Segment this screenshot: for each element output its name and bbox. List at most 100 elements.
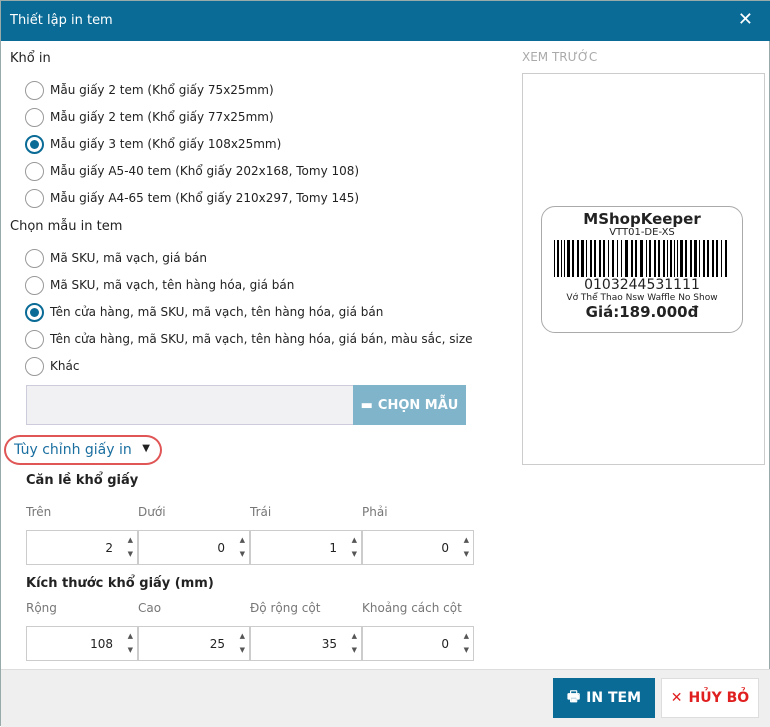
print-button[interactable]: 🖶 IN TEM bbox=[553, 678, 655, 718]
radio-button[interactable] bbox=[25, 356, 44, 376]
template-option[interactable]: Khác bbox=[25, 356, 79, 376]
increment-icon[interactable]: ▲ bbox=[239, 632, 245, 640]
radio-button[interactable] bbox=[25, 248, 44, 268]
barcode-bar bbox=[716, 240, 718, 277]
field-label: Trên bbox=[26, 505, 52, 519]
radio-button[interactable] bbox=[25, 107, 44, 127]
barcode-bar bbox=[577, 240, 579, 277]
dialog-header: Thiết lập in tem ✕ bbox=[1, 1, 770, 41]
barcode-bar bbox=[685, 240, 687, 277]
paper-option[interactable]: Mẫu giấy 2 tem (Khổ giấy 75x25mm) bbox=[25, 80, 274, 100]
decrement-icon[interactable]: ▼ bbox=[127, 550, 133, 558]
price: Giá:189.000đ bbox=[585, 303, 699, 321]
stepper-value[interactable]: 0 bbox=[441, 637, 449, 651]
barcode-bar bbox=[649, 240, 651, 277]
barcode-bar bbox=[670, 240, 672, 277]
number-stepper[interactable]: 0 ▲ ▼ bbox=[138, 530, 250, 565]
increment-icon[interactable]: ▲ bbox=[127, 536, 133, 544]
decrement-icon[interactable]: ▼ bbox=[239, 646, 245, 654]
increment-icon[interactable]: ▲ bbox=[463, 632, 469, 640]
radio-button[interactable] bbox=[25, 188, 44, 208]
radio-button[interactable] bbox=[25, 134, 44, 154]
number-stepper[interactable]: 0 ▲ ▼ bbox=[362, 530, 474, 565]
barcode-bar bbox=[667, 240, 668, 277]
close-icon: ✕ bbox=[670, 690, 683, 706]
radio-button[interactable] bbox=[25, 275, 44, 295]
decrement-icon[interactable]: ▼ bbox=[351, 646, 357, 654]
print-label: IN TEM bbox=[586, 690, 642, 706]
increment-icon[interactable]: ▲ bbox=[127, 632, 133, 640]
barcode-bar bbox=[608, 240, 609, 277]
number-stepper[interactable]: 35 ▲ ▼ bbox=[250, 626, 362, 661]
radio-button[interactable] bbox=[25, 80, 44, 100]
option-label: Mã SKU, mã vạch, giá bán bbox=[50, 251, 207, 265]
decrement-icon[interactable]: ▼ bbox=[463, 550, 469, 558]
stepper-value[interactable]: 0 bbox=[441, 541, 449, 555]
barcode-bar bbox=[658, 240, 660, 277]
barcode-bar bbox=[594, 240, 596, 277]
cancel-button[interactable]: ✕ HỦY BỎ bbox=[661, 678, 759, 718]
barcode-bar bbox=[581, 240, 584, 277]
label-preview: MShopKeeper VTT01-DE-XS 0103244531111 Vớ… bbox=[541, 206, 743, 333]
barcode-bar bbox=[586, 240, 587, 277]
barcode-bar bbox=[561, 240, 562, 277]
stepper-value[interactable]: 25 bbox=[209, 637, 225, 651]
stepper-value[interactable]: 0 bbox=[217, 541, 225, 555]
barcode-bar bbox=[646, 240, 647, 277]
paper-option[interactable]: Mẫu giấy A4-65 tem (Khổ giấy 210x297, To… bbox=[25, 188, 359, 208]
option-label: Mẫu giấy A5-40 tem (Khổ giấy 202x168, To… bbox=[50, 164, 360, 178]
radio-button[interactable] bbox=[25, 329, 44, 349]
decrement-icon[interactable]: ▼ bbox=[239, 550, 245, 558]
printer-icon: 🖶 bbox=[566, 689, 581, 705]
template-option[interactable]: Mã SKU, mã vạch, giá bán bbox=[25, 248, 207, 268]
decrement-icon[interactable]: ▼ bbox=[127, 646, 133, 654]
barcode-bar bbox=[631, 240, 633, 277]
decrement-icon[interactable]: ▼ bbox=[351, 550, 357, 558]
template-file-input[interactable] bbox=[26, 385, 354, 425]
decrement-icon[interactable]: ▼ bbox=[463, 646, 469, 654]
radio-button[interactable] bbox=[25, 302, 44, 322]
stepper-value[interactable]: 35 bbox=[321, 637, 337, 651]
paper-option[interactable]: Mẫu giấy 3 tem (Khổ giấy 108x25mm) bbox=[25, 134, 281, 154]
paper-option[interactable]: Mẫu giấy 2 tem (Khổ giấy 77x25mm) bbox=[25, 107, 274, 127]
stepper-value[interactable]: 2 bbox=[105, 541, 113, 555]
custom-paper-toggle[interactable]: Tùy chỉnh giấy in ▼ bbox=[4, 435, 162, 465]
preview-panel: MShopKeeper VTT01-DE-XS 0103244531111 Vớ… bbox=[522, 73, 765, 465]
field-label: Khoảng cách cột bbox=[362, 601, 462, 615]
number-stepper[interactable]: 0 ▲ ▼ bbox=[362, 626, 474, 661]
field-label: Dưới bbox=[138, 505, 166, 519]
barcode-bar bbox=[707, 240, 709, 277]
sku: VTT01-DE-XS bbox=[609, 227, 675, 238]
barcode-bar bbox=[625, 240, 628, 277]
barcode-bar bbox=[721, 240, 722, 277]
number-stepper[interactable]: 2 ▲ ▼ bbox=[26, 530, 138, 565]
increment-icon[interactable]: ▲ bbox=[239, 536, 245, 544]
field-label: Rộng bbox=[26, 601, 57, 615]
field-label: Phải bbox=[362, 505, 388, 519]
option-label: Mẫu giấy A4-65 tem (Khổ giấy 210x297, To… bbox=[50, 191, 360, 205]
increment-icon[interactable]: ▲ bbox=[463, 536, 469, 544]
shop-name: MShopKeeper bbox=[583, 210, 701, 228]
choose-template-button[interactable]: ▬ CHỌN MẪU bbox=[353, 385, 466, 425]
template-option[interactable]: Tên cửa hàng, mã SKU, mã vạch, tên hàng … bbox=[25, 329, 473, 349]
margin-heading: Căn lề khổ giấy bbox=[26, 473, 139, 488]
number-stepper[interactable]: 108 ▲ ▼ bbox=[26, 626, 138, 661]
increment-icon[interactable]: ▲ bbox=[351, 536, 357, 544]
field-label: Cao bbox=[138, 601, 162, 615]
number-stepper[interactable]: 1 ▲ ▼ bbox=[250, 530, 362, 565]
radio-button[interactable] bbox=[25, 161, 44, 181]
number-stepper[interactable]: 25 ▲ ▼ bbox=[138, 626, 250, 661]
stepper-value[interactable]: 108 bbox=[90, 637, 113, 651]
barcode-bar bbox=[554, 240, 555, 277]
template-option[interactable]: Mã SKU, mã vạch, tên hàng hóa, giá bán bbox=[25, 275, 294, 295]
barcode-bar bbox=[677, 240, 678, 277]
barcode-bar bbox=[564, 240, 565, 277]
increment-icon[interactable]: ▲ bbox=[351, 632, 357, 640]
option-label: Mẫu giấy 2 tem (Khổ giấy 75x25mm) bbox=[50, 83, 274, 97]
stepper-value[interactable]: 1 bbox=[329, 541, 337, 555]
paper-option[interactable]: Mẫu giấy A5-40 tem (Khổ giấy 202x168, To… bbox=[25, 161, 359, 181]
barcode-bar bbox=[703, 240, 705, 277]
template-option[interactable]: Tên cửa hàng, mã SKU, mã vạch, tên hàng … bbox=[25, 302, 383, 322]
close-icon[interactable]: ✕ bbox=[737, 9, 753, 30]
